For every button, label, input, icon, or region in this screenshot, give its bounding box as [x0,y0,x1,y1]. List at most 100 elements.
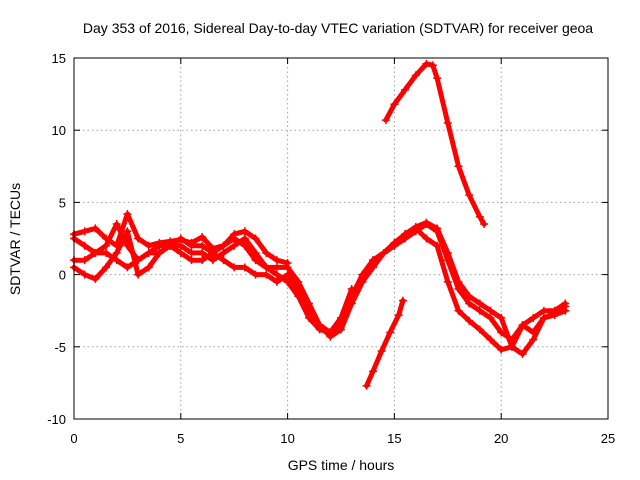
data-point [475,299,484,308]
series-band [383,61,487,227]
data-point [561,302,570,311]
plot-area [70,59,570,390]
data-point [112,248,121,257]
data-point [102,241,111,250]
data-point [112,241,121,250]
data-point [230,241,239,250]
data-point [422,59,431,68]
data-point [411,71,420,80]
series-track-c [70,227,356,337]
data-point [123,227,132,236]
data-point [386,328,395,337]
data-point [507,342,516,351]
data-point [475,325,484,334]
data-point [112,220,121,229]
series-segment-lower [362,296,407,390]
series-track-d [70,209,292,268]
data-point [422,218,431,227]
data-point [475,212,484,221]
data-point [486,306,495,315]
axis-ticks: 0 5 10 15 20 25 -10 -5 0 5 10 15 [47,51,615,446]
data-point [465,316,474,325]
data-point [80,227,89,236]
x-tick-label: 0 [70,431,77,446]
y-tick-label: 5 [59,195,66,210]
data-point [529,313,538,322]
data-point [272,256,281,265]
data-point [454,306,463,315]
x-tick-label: 25 [601,431,615,446]
chart-title: Day 353 of 2016, Sidereal Day-to-day VTE… [83,20,593,36]
data-point [262,270,271,279]
data-point [497,345,506,354]
data-point [433,74,442,83]
data-point [187,238,196,247]
data-point [240,234,249,243]
data-point [134,234,143,243]
data-point [91,224,100,233]
data-point [240,241,249,250]
data-point [198,233,207,242]
data-point [401,85,410,94]
data-point [144,263,153,272]
data-point [155,238,164,247]
data-point [428,61,437,70]
data-point [262,263,271,272]
data-point [422,234,431,243]
x-axis-label: GPS time / hours [288,457,395,473]
data-point [465,292,474,301]
data-point [176,235,185,244]
data-point [381,116,390,125]
data-point [91,274,100,283]
data-point [337,325,345,334]
series-band [338,225,568,353]
data-point [337,313,345,322]
series-segment-upper [381,59,489,229]
data-point [134,270,143,279]
data-point [443,277,452,286]
data-point [465,191,474,200]
x-tick-label: 15 [387,431,401,446]
data-point [475,306,484,315]
data-point [80,241,89,250]
data-point [497,313,506,322]
data-point [80,256,89,265]
data-point [155,248,164,257]
data-point [176,248,185,257]
data-point [315,325,324,334]
data-point [240,227,249,236]
y-tick-label: 10 [52,123,66,138]
data-point [550,309,559,318]
data-point [358,277,367,286]
data-point [102,263,111,272]
data-point [304,313,313,322]
data-point [433,224,442,233]
data-point [398,296,407,305]
data-point [230,230,239,239]
data-point [187,248,196,257]
data-point [294,292,303,301]
data-point [401,230,410,239]
data-point [102,248,111,257]
y-tick-label: -10 [47,412,66,427]
data-point [486,313,495,322]
data-point [480,220,489,229]
data-point [80,270,89,279]
data-point [539,306,548,315]
data-point [529,335,538,344]
data-point [198,256,207,265]
data-point [219,256,228,265]
data-point [272,270,281,279]
y-tick-label: 0 [59,268,66,283]
x-tick-label: 20 [494,431,508,446]
data-point [529,328,538,337]
data-point [390,238,399,247]
data-point [144,248,153,257]
data-point [362,381,371,390]
data-point [240,263,249,272]
data-point [283,270,292,279]
series-track-e [337,224,570,354]
data-point [187,256,196,265]
